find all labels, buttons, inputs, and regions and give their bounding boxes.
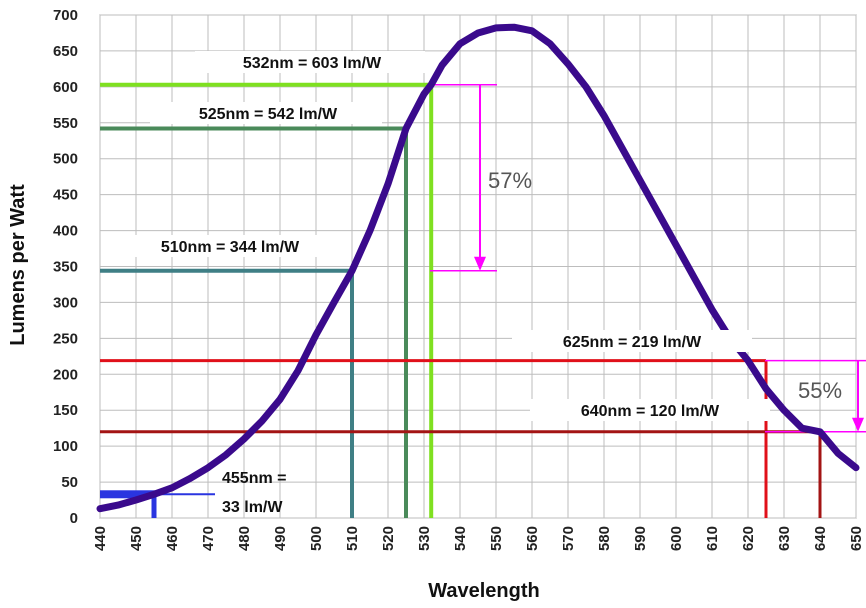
x-tick-label: 620	[740, 526, 757, 551]
percent-arrow-head	[852, 417, 864, 432]
y-tick-label: 450	[53, 187, 78, 204]
annotation-label: 510nm = 344 lm/W	[161, 239, 300, 256]
x-tick-label: 530	[416, 526, 433, 551]
y-tick-label: 250	[53, 330, 78, 347]
x-tick-label: 550	[488, 526, 505, 551]
y-tick-label: 650	[53, 43, 78, 60]
x-tick-label: 560	[524, 526, 541, 551]
x-tick-label: 460	[164, 526, 181, 551]
annotation-label-bg	[512, 330, 752, 352]
x-tick-label: 590	[632, 526, 649, 551]
y-tick-label: 50	[61, 474, 78, 491]
y-tick-labels: 0 50 100 150 200 250 300 350 400 450 500 550 600 650 7…	[53, 7, 78, 527]
annotation-label-bg	[150, 102, 382, 124]
annotation-label: 33 lm/W	[222, 499, 283, 516]
y-tick-label: 600	[53, 79, 78, 96]
annotation-bar	[100, 490, 155, 499]
x-tick-label: 600	[668, 526, 685, 551]
x-tick-label: 640	[812, 526, 829, 551]
annotation-label: 525nm = 542 lm/W	[199, 106, 338, 123]
annotation-guides	[100, 82, 866, 518]
annotation-labels: 57% 55% 532nm = 603 lm/W 525nm = 542 lm/W 51…	[112, 51, 842, 516]
x-tick-label: 540	[452, 526, 469, 551]
y-tick-label: 550	[53, 115, 78, 132]
annotation-label: 455nm =	[222, 470, 286, 487]
x-tick-label: 470	[200, 526, 217, 551]
x-tick-label: 520	[380, 526, 397, 551]
series-line	[96, 23, 860, 513]
percent-label: 55%	[798, 378, 842, 403]
x-tick-label: 580	[596, 526, 613, 551]
percent-label: 57%	[488, 168, 532, 193]
annotation-label-bg	[530, 399, 770, 421]
x-tick-label: 610	[704, 526, 721, 551]
x-tick-label: 490	[272, 526, 289, 551]
y-tick-label: 100	[53, 438, 78, 455]
x-tick-label: 440	[92, 526, 109, 551]
x-tick-label: 480	[236, 526, 253, 551]
x-tick-label: 570	[560, 526, 577, 551]
x-tick-label: 510	[344, 526, 361, 551]
x-tick-label: 500	[308, 526, 325, 551]
percent-arrow-head	[474, 256, 486, 271]
grid	[99, 14, 857, 519]
annotation-label: 532nm = 603 lm/W	[243, 55, 382, 72]
y-tick-label: 0	[70, 510, 78, 527]
y-tick-label: 150	[53, 402, 78, 419]
x-tick-labels: 440 450 460 470 480 490 500 510 520 530 540 550 560 5…	[92, 526, 865, 551]
annotation-label-bg	[112, 235, 348, 257]
series	[96, 23, 860, 513]
y-tick-label: 300	[53, 294, 78, 311]
annotation-label: 625nm = 219 lm/W	[563, 334, 702, 351]
y-tick-label: 350	[53, 259, 78, 276]
y-tick-label: 400	[53, 223, 78, 240]
y-tick-label: 700	[53, 7, 78, 24]
y-tick-label: 500	[53, 151, 78, 168]
x-axis-title: Wavelength	[428, 580, 540, 602]
x-tick-label: 450	[128, 526, 145, 551]
x-tick-label: 630	[776, 526, 793, 551]
y-axis-title: Lumens per Watt	[7, 184, 29, 346]
x-tick-label: 650	[848, 526, 865, 551]
annotation-label-bg	[195, 51, 425, 73]
annotation-label: 640nm = 120 lm/W	[581, 403, 720, 420]
y-tick-label: 200	[53, 366, 78, 383]
